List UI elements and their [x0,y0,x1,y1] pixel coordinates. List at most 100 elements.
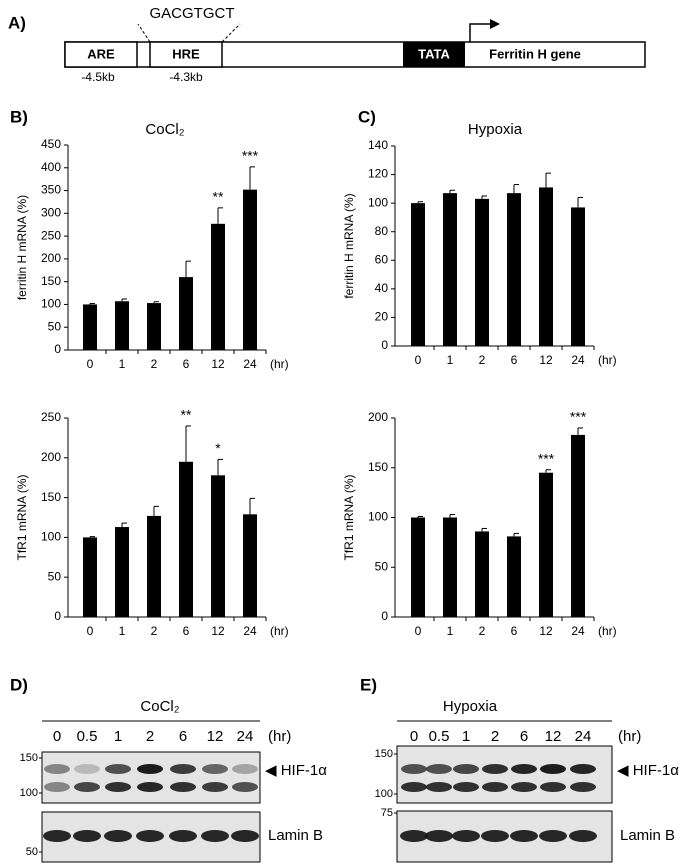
arrow-head [490,19,500,29]
band [401,782,427,792]
bar [443,193,457,346]
band-label: Lamin B [268,827,323,844]
band [44,782,70,792]
x-tick-label: 12 [539,353,553,367]
significance: *** [570,409,587,425]
band [426,764,452,774]
band [170,764,196,774]
lane-label: 24 [575,728,592,745]
x-tick-label: 0 [87,624,94,638]
lane-label: 0 [53,728,61,745]
y-tick-label: 200 [368,410,388,424]
element: TATA [418,46,450,61]
position: -4.5kb [81,70,115,84]
significance: ** [181,407,192,423]
marker: 100 [375,788,393,800]
x-tick-label: 6 [183,624,190,638]
chart-title: CoCl₂ [145,121,184,138]
band [232,764,258,774]
band [104,830,132,842]
bar [211,475,225,617]
panel-label: B) [10,107,28,126]
band [105,764,131,774]
y-tick-label: 100 [41,530,61,544]
significance: ** [213,189,224,205]
x-tick-label: 1 [447,353,454,367]
panel-label: A) [8,13,26,32]
element: ARE [87,46,115,61]
marker: 150 [20,752,38,764]
y-tick-label: 0 [381,609,388,623]
y-tick-label: 0 [54,609,61,623]
tss-arrow [469,23,495,42]
bar [443,517,457,617]
unit: (hr) [268,728,291,745]
band [202,782,228,792]
band [73,830,101,842]
band [569,830,597,842]
y-tick-label: 400 [41,160,61,174]
bar [411,203,425,346]
bar [411,517,425,617]
x-tick-label: 12 [211,357,225,371]
lane-label: 0.5 [429,728,450,745]
band [452,830,480,842]
x-tick-label: 24 [571,624,585,638]
y-tick-label: 150 [368,460,388,474]
y-tick-label: 50 [375,559,389,573]
unit: (hr) [618,728,641,745]
lane-label: 1 [462,728,470,745]
y-tick-label: 140 [368,138,388,152]
y-tick-label: 100 [368,510,388,524]
band [74,764,100,774]
band [231,830,259,842]
band [105,782,131,792]
lane-label: 1 [114,728,122,745]
bar [539,187,553,346]
x-unit: (hr) [598,353,617,367]
marker: 150 [375,748,393,760]
band [482,764,508,774]
y-axis-label: ferritin H mRNA (%) [15,195,29,300]
element: Ferritin H gene [489,46,581,61]
y-tick-label: 80 [375,224,389,238]
blot [396,745,613,804]
x-tick-label: 2 [151,357,158,371]
bar [571,434,585,617]
blot [41,751,261,804]
band [137,764,163,774]
panel-label: E) [360,675,377,694]
y-tick-label: 120 [368,167,388,181]
x-tick-label: 0 [415,624,422,638]
bar [475,198,489,346]
x-tick-label: 1 [447,624,454,638]
lane-label: 6 [179,728,187,745]
bar [507,193,521,346]
x-unit: (hr) [270,624,289,638]
band [137,782,163,792]
band [481,830,509,842]
y-tick-label: 250 [41,228,61,242]
y-tick-label: 100 [41,297,61,311]
band [202,764,228,774]
y-tick-label: 50 [48,319,62,333]
y-tick-label: 0 [381,338,388,352]
x-tick-label: 12 [211,624,225,638]
band [232,782,258,792]
significance: *** [242,148,259,164]
marker: 50 [26,846,38,858]
y-axis-label: TfR1 mRNA (%) [342,474,356,560]
dash [221,23,241,43]
lane-label: 2 [146,728,154,745]
x-tick-label: 24 [243,624,257,638]
y-axis-label: TfR1 mRNA (%) [15,474,29,560]
y-tick-label: 50 [48,569,62,583]
bar [179,277,193,350]
y-tick-label: 150 [41,274,61,288]
are-box [64,41,138,68]
x-tick-label: 2 [479,624,486,638]
panel-label: C) [358,107,376,126]
lane-label: 12 [545,728,562,745]
lane-label: 12 [207,728,224,745]
